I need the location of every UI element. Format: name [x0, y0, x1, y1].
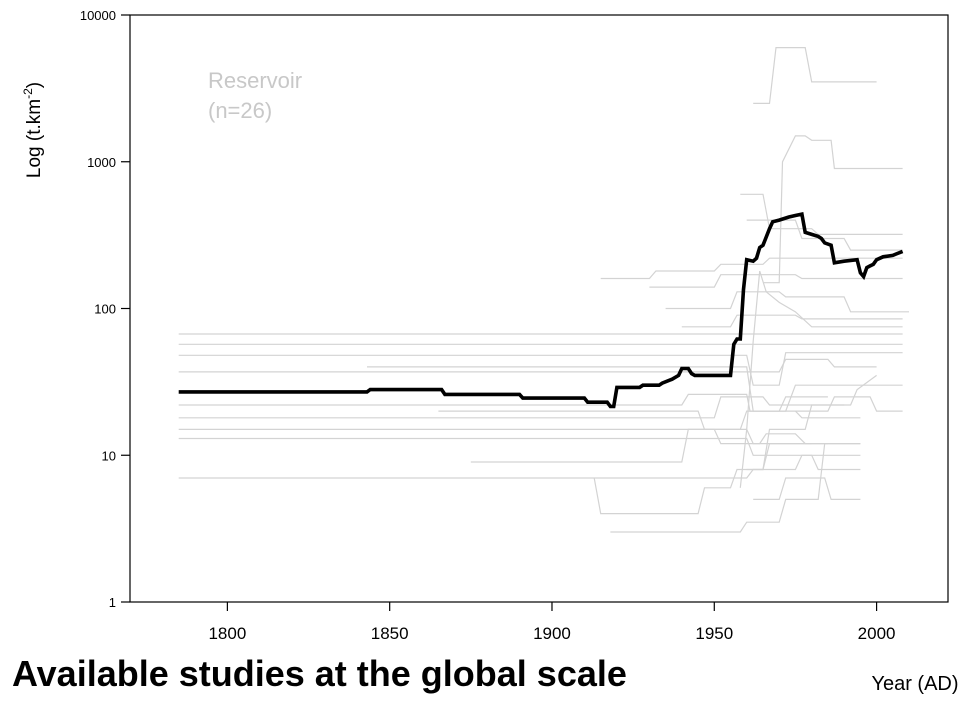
reservoir-series-line-24: [746, 374, 877, 471]
reservoir-series-line-17: [665, 291, 909, 313]
reservoir-series-line-7: [178, 428, 861, 445]
mean-series-group: [178, 211, 904, 409]
reservoir-series-line-19: [740, 193, 903, 235]
reservoir-series-line-12: [470, 384, 903, 463]
y-tick-label-1: 1: [109, 595, 116, 610]
x-tick-label-1900: 1900: [533, 624, 571, 643]
x-axis-label: Year (AD): [871, 673, 958, 695]
reservoir-series-line-4: [178, 358, 877, 373]
reservoir-series-line-3: [178, 352, 903, 386]
y-tick-label-100: 100: [94, 302, 116, 317]
caption: Available studies at the global scale: [12, 653, 627, 694]
y-axis-label: Log (t.km-2): [21, 82, 45, 178]
reservoir-series-line-26: [795, 396, 903, 412]
x-tick-label-2000: 2000: [858, 624, 896, 643]
reservoir-series-line-23: [739, 270, 903, 488]
y-tick-label-10000: 10000: [80, 8, 116, 23]
reservoir-series-line-8: [178, 437, 861, 471]
individual-series-group: [178, 47, 909, 533]
y-tick-label-10: 10: [102, 448, 116, 463]
y-axis-label-close: ): [24, 82, 45, 88]
reservoir-series-line-9: [178, 454, 861, 479]
reservoir-series-line-18: [681, 314, 903, 328]
reservoir-series-line-15: [600, 257, 903, 280]
reservoir-series-line-20: [753, 47, 877, 104]
annotation-line1: Reservoir: [208, 68, 302, 93]
annotation-line2: (n=26): [208, 98, 272, 123]
reservoir-series-line-13: [593, 443, 828, 515]
x-tick-label-1800: 1800: [208, 624, 246, 643]
reservoir-series-line-16: [649, 274, 903, 288]
mean-series-line: [178, 211, 904, 409]
x-axis: 1800 1850 1900 1950 2000: [208, 602, 896, 643]
y-tick-label-1000: 1000: [87, 155, 116, 170]
y-axis: 1 10 100 1000 10000: [80, 8, 130, 610]
reservoir-series-line-21: [763, 135, 903, 284]
y-axis-label-superscript: -2: [21, 88, 35, 99]
x-tick-label-1950: 1950: [695, 624, 733, 643]
reservoir-series-line-6: [178, 396, 845, 419]
reservoir-series-line-14: [610, 443, 861, 533]
x-tick-label-1850: 1850: [371, 624, 409, 643]
reservoir-series-line-25: [753, 477, 861, 500]
